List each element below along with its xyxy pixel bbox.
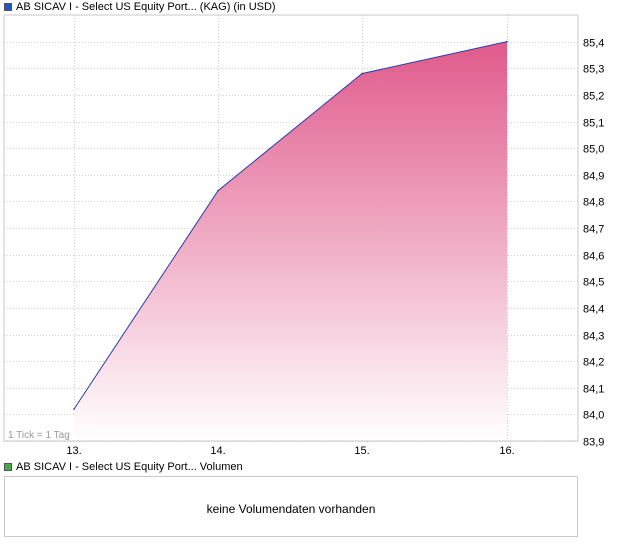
y-tick-label: 84,3 <box>583 331 604 343</box>
y-tick-label: 84,8 <box>583 197 604 209</box>
x-axis: 13. 14. 15. 16. <box>66 445 514 457</box>
volume-legend: AB SICAV I - Select US Equity Port... Vo… <box>4 461 243 473</box>
volume-legend-swatch <box>4 463 12 471</box>
price-legend-swatch <box>4 3 12 11</box>
y-tick-label: 85,3 <box>583 64 604 76</box>
x-tick-label: 13. <box>66 445 81 457</box>
y-tick-label: 83,9 <box>583 437 604 449</box>
price-legend: AB SICAV I - Select US Equity Port... (K… <box>4 1 276 13</box>
y-tick-label: 85,0 <box>583 144 604 156</box>
y-tick-label: 84,0 <box>583 410 604 422</box>
y-tick-label: 85,1 <box>583 118 604 130</box>
price-legend-label: AB SICAV I - Select US Equity Port... (K… <box>16 1 276 13</box>
area-layer <box>73 40 508 441</box>
y-tick-label: 84,9 <box>583 171 604 183</box>
x-tick-label: 14. <box>210 445 225 457</box>
price-point <box>73 408 75 410</box>
volume-panel: keine Volumendaten vorhanden <box>4 476 578 537</box>
tick-note: 1 Tick = 1 Tag <box>8 430 70 441</box>
x-tick-label: 15. <box>354 445 369 457</box>
plot-frame <box>3 14 579 442</box>
price-point <box>217 189 219 192</box>
price-point <box>506 40 508 43</box>
price-point <box>361 72 363 75</box>
price-area <box>74 41 507 441</box>
price-chart: 83,9 84,0 84,1 84,2 84,3 84,4 84,5 84,6 84,7 84,8… <box>3 14 604 457</box>
x-tick-label: 16. <box>499 445 514 457</box>
volume-legend-label: AB SICAV I - Select US Equity Port... Vo… <box>16 461 243 473</box>
y-tick-label: 84,4 <box>583 304 604 316</box>
y-tick-label: 85,2 <box>583 91 604 103</box>
volume-empty-message: keine Volumendaten vorhanden <box>206 502 376 516</box>
y-tick-label: 84,5 <box>583 277 604 289</box>
price-line <box>73 41 508 410</box>
y-tick-label: 84,6 <box>583 251 604 263</box>
y-tick-label: 84,2 <box>583 357 604 369</box>
y-tick-label: 85,4 <box>583 38 604 50</box>
y-axis: 83,9 84,0 84,1 84,2 84,3 84,4 84,5 84,6 84,7 84,8… <box>583 38 604 449</box>
y-tick-label: 84,7 <box>583 224 604 236</box>
y-tick-label: 84,1 <box>583 384 604 396</box>
